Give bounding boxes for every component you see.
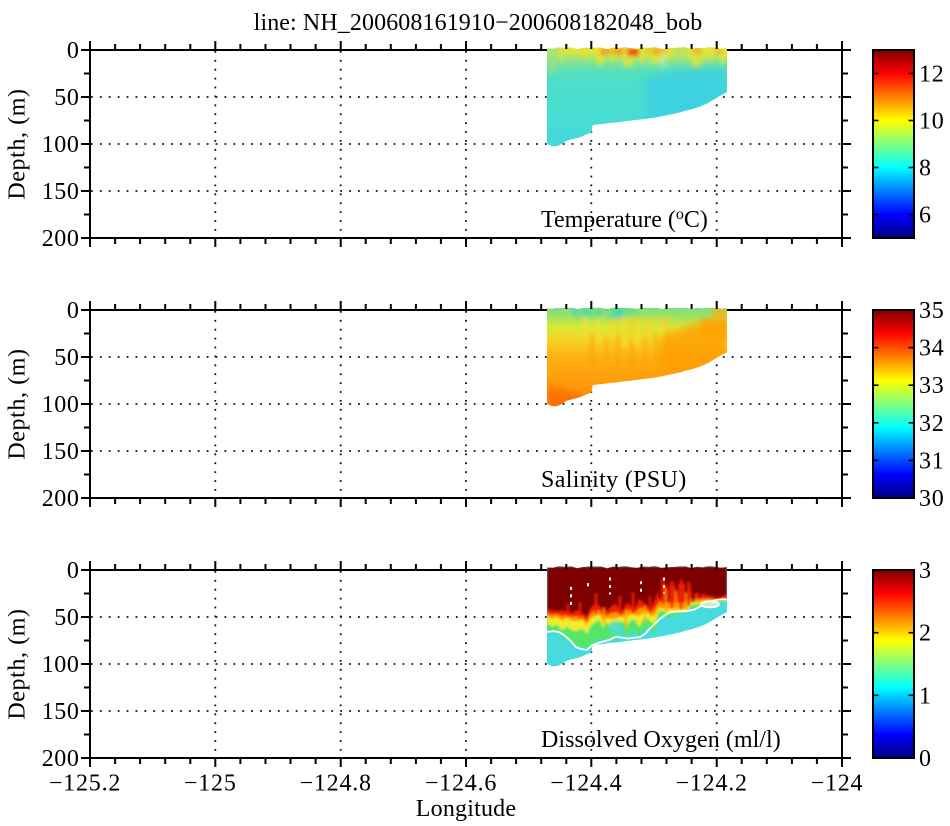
svg-text:32: 32 bbox=[919, 411, 945, 437]
svg-text:30: 30 bbox=[919, 486, 945, 512]
svg-text:31: 31 bbox=[919, 448, 945, 474]
svg-text:Longitude: Longitude bbox=[416, 796, 516, 822]
svg-text:50: 50 bbox=[54, 345, 79, 371]
svg-text:100: 100 bbox=[42, 392, 80, 418]
svg-text:3: 3 bbox=[919, 558, 932, 584]
svg-text:1: 1 bbox=[919, 683, 932, 709]
svg-text:Dissolved Oxygen (ml/l): Dissolved Oxygen (ml/l) bbox=[541, 727, 781, 753]
svg-text:200: 200 bbox=[42, 746, 80, 772]
svg-text:Depth, (m): Depth, (m) bbox=[5, 88, 31, 199]
svg-text:100: 100 bbox=[42, 652, 80, 678]
svg-text:200: 200 bbox=[42, 486, 80, 512]
svg-text:−125: −125 bbox=[184, 771, 237, 797]
svg-text:−124.4: −124.4 bbox=[550, 771, 622, 797]
svg-text:Temperature (oC): Temperature (oC) bbox=[541, 206, 708, 233]
svg-text:−124.2: −124.2 bbox=[676, 771, 748, 797]
svg-text:−124.6: −124.6 bbox=[425, 771, 497, 797]
svg-text:line: NH_200608161910−20060818: line: NH_200608161910−200608182048_bob bbox=[254, 10, 703, 36]
svg-text:0: 0 bbox=[67, 38, 80, 64]
svg-text:6: 6 bbox=[919, 203, 932, 229]
svg-text:34: 34 bbox=[919, 336, 945, 362]
svg-text:Salinity (PSU): Salinity (PSU) bbox=[541, 467, 687, 493]
svg-text:150: 150 bbox=[42, 699, 80, 725]
svg-text:Depth, (m): Depth, (m) bbox=[5, 348, 31, 459]
svg-text:50: 50 bbox=[54, 605, 79, 631]
svg-text:10: 10 bbox=[919, 109, 945, 135]
svg-text:100: 100 bbox=[42, 132, 80, 158]
svg-text:33: 33 bbox=[919, 373, 945, 399]
svg-text:0: 0 bbox=[67, 558, 80, 584]
svg-text:−125.2: −125.2 bbox=[49, 771, 121, 797]
svg-text:50: 50 bbox=[54, 85, 79, 111]
svg-text:12: 12 bbox=[919, 62, 945, 88]
svg-text:−124.8: −124.8 bbox=[300, 771, 372, 797]
svg-text:150: 150 bbox=[42, 179, 80, 205]
svg-text:200: 200 bbox=[42, 226, 80, 252]
svg-text:150: 150 bbox=[42, 439, 80, 465]
svg-text:2: 2 bbox=[919, 621, 932, 647]
svg-text:0: 0 bbox=[919, 746, 932, 772]
svg-text:35: 35 bbox=[919, 298, 945, 324]
svg-text:0: 0 bbox=[67, 298, 80, 324]
svg-text:−124: −124 bbox=[811, 771, 864, 797]
svg-text:8: 8 bbox=[919, 156, 932, 182]
svg-text:Depth, (m): Depth, (m) bbox=[5, 608, 31, 719]
